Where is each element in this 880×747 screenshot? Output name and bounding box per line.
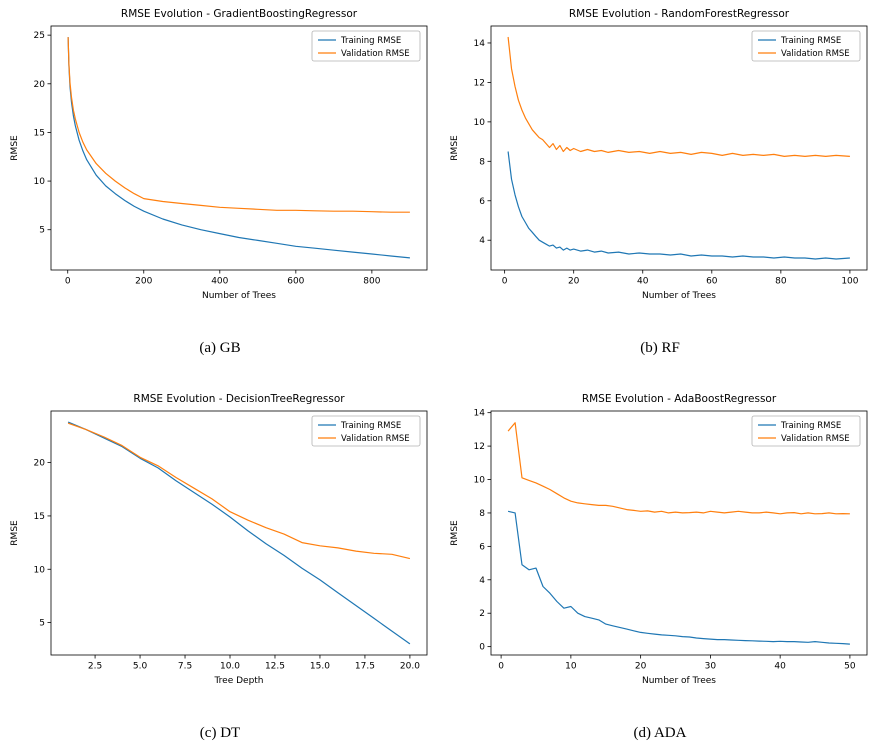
- chart-rf-caption: (b) RF: [640, 340, 680, 356]
- y-axis-label: RMSE: [450, 135, 460, 161]
- training-rmse-line: [507, 510, 850, 645]
- y-tick-label: 14: [474, 39, 486, 49]
- x-tick-label: 100: [841, 277, 858, 287]
- x-tick-label: 10: [565, 662, 577, 672]
- chart-cell-ada: 0 10 20 30 40 50 0 2 4 6 8 10 12 14 RMSE Evolution - A…: [440, 389, 880, 742]
- chart-cell-gb: 0 200 400 600 800 5 10 15 20 25 RMSE Evolution - G…: [0, 4, 440, 357]
- chart-gb-caption: (a) GB: [199, 340, 241, 356]
- x-tick-label: 7.5: [178, 662, 192, 672]
- training-rmse-line: [507, 151, 850, 260]
- y-tick-label: 10: [34, 565, 46, 575]
- chart-title: RMSE Evolution - RandomForestRegressor: [569, 8, 790, 20]
- x-axis-label: Tree Depth: [213, 676, 263, 686]
- y-tick-label: 4: [479, 576, 485, 586]
- y-tick-label: 2: [479, 609, 485, 619]
- y-tick-label: 10: [474, 118, 486, 128]
- plot-area: [50, 25, 428, 271]
- chart-title: RMSE Evolution - GradientBoostingRegress…: [121, 8, 358, 20]
- y-tick-label: 14: [474, 409, 486, 419]
- x-tick-label: 20: [635, 662, 647, 672]
- training-rmse-line: [67, 421, 411, 645]
- legend-validation-rmse-label: Validation RMSE: [341, 434, 410, 444]
- legend-training-rmse-label: Training RMSE: [340, 421, 401, 431]
- y-tick-label: 20: [34, 459, 46, 469]
- y-axis-label: RMSE: [10, 135, 20, 161]
- legend-training-rmse-label: Training RMSE: [340, 36, 401, 46]
- chart-ada-plot: 0 10 20 30 40 50 0 2 4 6 8 10 12 14 RMSE Evolution - A…: [450, 393, 868, 686]
- x-tick-label: 0: [498, 662, 504, 672]
- x-tick-label: 15.0: [310, 662, 330, 672]
- x-tick-label: 17.5: [355, 662, 375, 672]
- legend-validation-rmse-label: Validation RMSE: [341, 49, 410, 59]
- y-tick-label: 10: [474, 476, 486, 486]
- y-tick-label: 5: [39, 226, 45, 236]
- y-tick-label: 6: [479, 542, 485, 552]
- legend-box: [311, 30, 421, 62]
- y-tick-label: 25: [34, 31, 45, 41]
- y-tick-label: 6: [479, 197, 485, 207]
- x-tick-label: 40: [774, 662, 786, 672]
- plot-area: [490, 25, 868, 271]
- y-tick-label: 12: [474, 78, 485, 88]
- legend-box: [751, 30, 861, 62]
- x-tick-label: 600: [287, 277, 304, 287]
- x-tick-label: 200: [135, 277, 152, 287]
- y-tick-label: 20: [34, 80, 46, 90]
- x-tick-label: 0: [502, 277, 508, 287]
- x-axis-label: Number of Trees: [642, 676, 716, 686]
- x-axis-label: Number of Trees: [202, 291, 276, 301]
- chart-rf-plot: 0 20 40 60 80 100 4 6 8 10 12 14 RMSE Evolution - Ra…: [450, 8, 868, 301]
- y-tick-label: 15: [34, 128, 45, 138]
- validation-rmse-line: [67, 37, 410, 213]
- legend-validation-rmse-label: Validation RMSE: [781, 434, 850, 444]
- legend-training-rmse-label: Training RMSE: [780, 421, 841, 431]
- legend-validation-rmse-label: Validation RMSE: [781, 49, 850, 59]
- x-tick-label: 800: [363, 277, 380, 287]
- x-tick-label: 30: [705, 662, 717, 672]
- x-tick-label: 0: [65, 277, 71, 287]
- chart-dt-caption: (c) DT: [199, 725, 241, 741]
- legend-box: [311, 415, 421, 447]
- y-tick-label: 8: [479, 509, 485, 519]
- y-tick-label: 12: [474, 442, 485, 452]
- y-tick-label: 0: [479, 643, 485, 653]
- x-tick-label: 10.0: [220, 662, 240, 672]
- validation-rmse-line: [507, 422, 850, 515]
- y-tick-label: 4: [479, 236, 485, 246]
- x-tick-label: 5.0: [133, 662, 148, 672]
- x-tick-label: 60: [706, 277, 718, 287]
- validation-rmse-line: [67, 422, 411, 560]
- chart-title: RMSE Evolution - DecisionTreeRegressor: [133, 393, 345, 405]
- legend-box: [751, 415, 861, 447]
- plot-area: [50, 410, 428, 656]
- chart-title: RMSE Evolution - AdaBoostRegressor: [582, 393, 777, 405]
- x-tick-label: 40: [637, 277, 649, 287]
- x-tick-label: 400: [211, 277, 228, 287]
- y-tick-label: 5: [39, 619, 45, 629]
- x-tick-label: 20: [568, 277, 580, 287]
- validation-rmse-line: [507, 36, 850, 157]
- y-axis-label: RMSE: [10, 520, 20, 546]
- y-tick-label: 8: [479, 157, 485, 167]
- x-tick-label: 20.0: [400, 662, 420, 672]
- x-tick-label: 12.5: [265, 662, 285, 672]
- training-rmse-line: [67, 37, 410, 259]
- x-axis-label: Number of Trees: [642, 291, 716, 301]
- y-tick-label: 10: [34, 177, 46, 187]
- chart-dt-plot: 2.5 5.0 7.5 10.0 12.5 15.0 17.5 20.0 5 10 15 20 RMSE…: [10, 393, 428, 686]
- chart-cell-dt: 2.5 5.0 7.5 10.0 12.5 15.0 17.5 20.0 5 10 15 20 RMSE…: [0, 389, 440, 742]
- y-axis-label: RMSE: [450, 520, 460, 546]
- chart-gb-plot: 0 200 400 600 800 5 10 15 20 25 RMSE Evolution - G…: [10, 8, 428, 301]
- chart-ada-caption: (d) ADA: [633, 725, 687, 741]
- x-tick-label: 80: [775, 277, 787, 287]
- plot-area: [490, 410, 868, 656]
- chart-cell-rf: 0 20 40 60 80 100 4 6 8 10 12 14 RMSE Evolution - Ra…: [440, 4, 880, 357]
- legend-training-rmse-label: Training RMSE: [780, 36, 841, 46]
- y-tick-label: 15: [34, 512, 45, 522]
- x-tick-label: 50: [844, 662, 856, 672]
- x-tick-label: 2.5: [88, 662, 102, 672]
